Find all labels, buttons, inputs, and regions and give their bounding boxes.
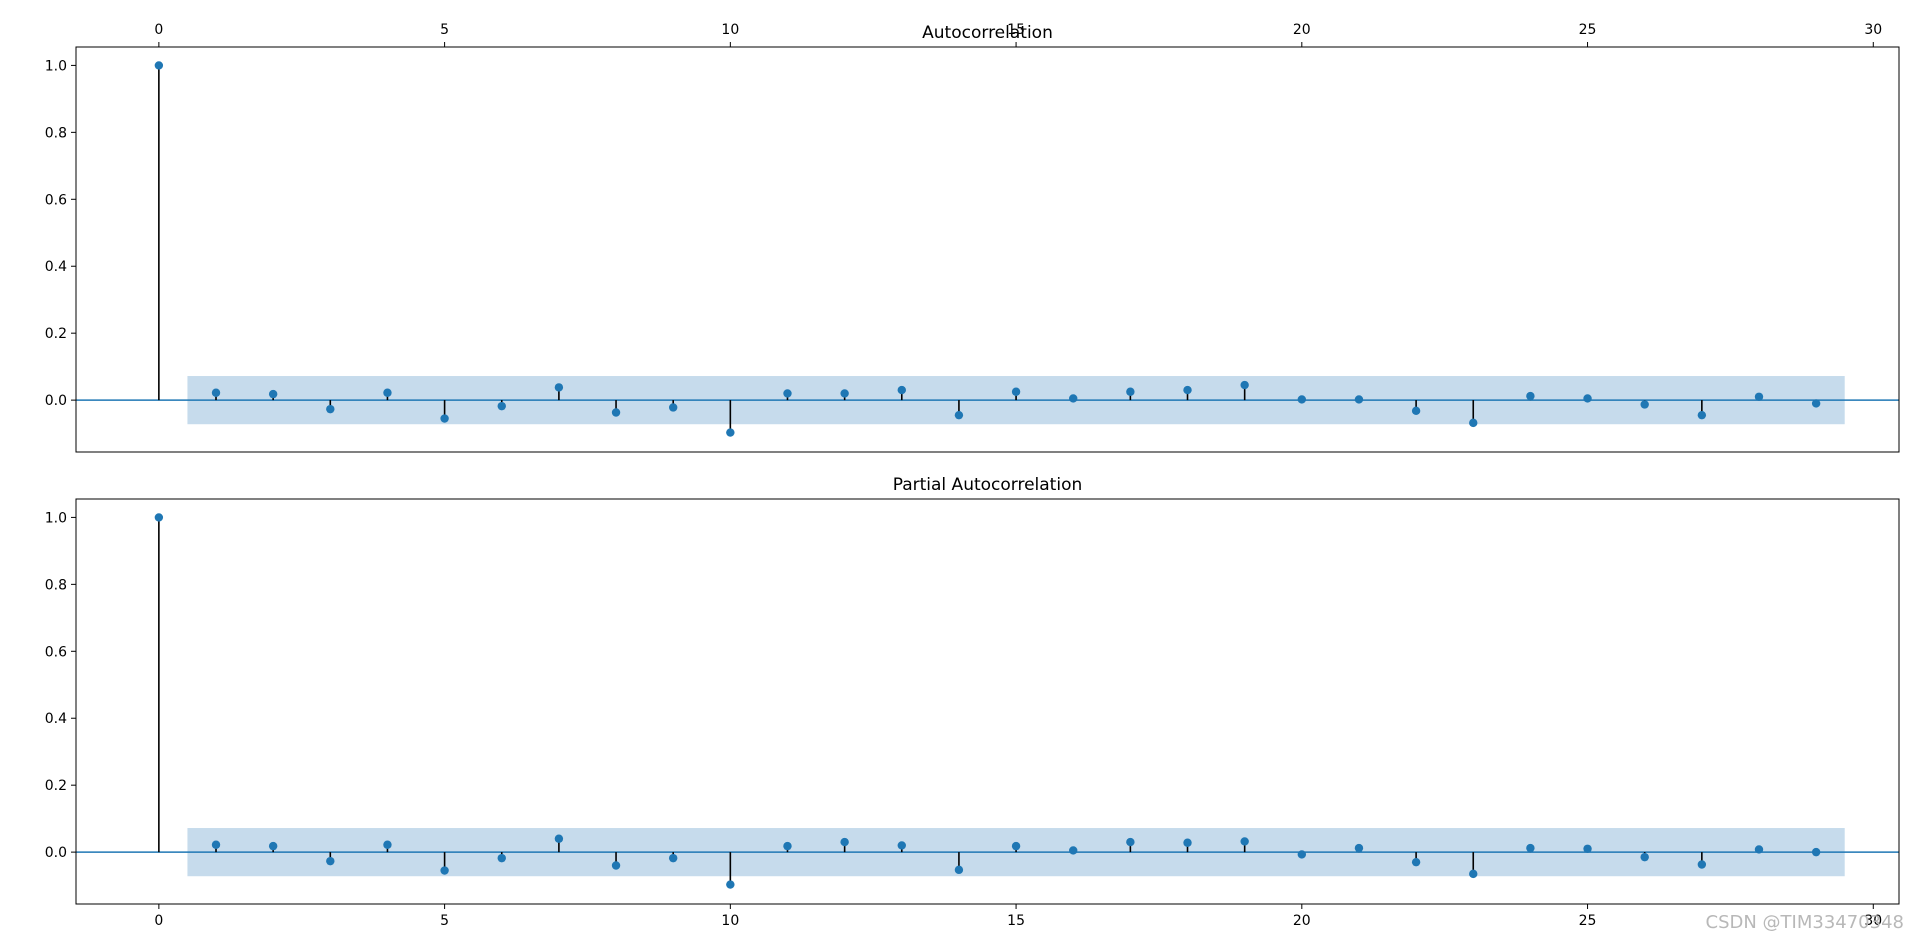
ytick-label: 1.0: [45, 510, 67, 526]
marker-lag-16: [1069, 846, 1078, 855]
chart-title: Partial Autocorrelation: [893, 475, 1083, 495]
ytick-label: 0.6: [45, 644, 67, 660]
marker-lag-25: [1583, 394, 1592, 403]
marker-lag-2: [268, 389, 278, 399]
ytick-label: 0.6: [45, 192, 67, 208]
ytick-label: 0.4: [45, 259, 67, 275]
marker-lag-6: [497, 401, 506, 411]
xtick-label: 20: [1293, 22, 1311, 38]
marker-lag-3: [326, 856, 335, 866]
marker-lag-26: [1640, 852, 1649, 862]
marker-lag-4: [383, 840, 392, 849]
marker-lag-11: [783, 841, 792, 851]
marker-lag-22: [1411, 406, 1421, 416]
marker-lag-7: [554, 834, 564, 843]
marker-lag-18: [1183, 385, 1192, 395]
chart-title: Autocorrelation: [922, 23, 1053, 43]
marker-lag-23: [1469, 869, 1478, 879]
xtick-label: 25: [1579, 913, 1597, 929]
marker-lag-5: [440, 414, 449, 423]
marker-lag-6: [497, 853, 506, 863]
marker-lag-27: [1697, 410, 1707, 420]
marker-lag-29: [1811, 847, 1821, 857]
marker-lag-19: [1240, 380, 1249, 390]
marker-lag-20: [1297, 850, 1307, 859]
marker-lag-2: [268, 841, 278, 851]
marker-lag-5: [440, 866, 449, 875]
marker-lag-10: [726, 880, 735, 889]
partial-autocorrelation-panel: 0.0 0.2 0.4 0.6 0.8 1.0 0 5 10 15 20 25 30 Partial Au…: [45, 475, 1900, 929]
marker-lag-14: [954, 410, 964, 420]
marker-lag-7: [554, 383, 564, 392]
marker-lag-17: [1126, 837, 1135, 847]
marker-lag-18: [1183, 838, 1192, 847]
marker-lag-22: [1411, 857, 1421, 867]
ytick-label: 0.2: [45, 778, 67, 794]
marker-lag-28: [1754, 392, 1764, 401]
xtick-label: 25: [1579, 22, 1597, 38]
xtick-label: 30: [1864, 913, 1882, 929]
marker-lag-28: [1754, 845, 1764, 854]
watermark: CSDN @TIM33470348: [1705, 912, 1905, 933]
marker-lag-17: [1126, 387, 1135, 396]
xtick-label: 0: [154, 22, 163, 38]
marker-lag-13: [897, 841, 906, 850]
marker-lag-4: [383, 388, 392, 397]
marker-lag-10: [726, 428, 735, 437]
marker-lag-1: [211, 840, 221, 849]
ytick-label: 0.0: [45, 393, 67, 409]
marker-lag-3: [326, 404, 335, 414]
marker-lag-21: [1354, 843, 1364, 853]
marker-lag-12: [840, 389, 849, 398]
marker-lag-9: [668, 853, 678, 863]
marker-lag-8: [611, 408, 621, 417]
ytick-label: 0.8: [45, 577, 67, 593]
marker-lag-1: [211, 388, 221, 397]
marker-lag-19: [1240, 837, 1249, 846]
marker-lag-27: [1697, 860, 1707, 869]
marker-lag-13: [897, 385, 906, 395]
marker-lag-24: [1526, 391, 1535, 401]
marker-lag-26: [1640, 400, 1649, 409]
marker-lag-29: [1811, 399, 1821, 408]
marker-lag-24: [1526, 843, 1535, 853]
marker-lag-0: [154, 513, 164, 522]
ytick-label: 0.0: [45, 845, 67, 861]
marker-lag-20: [1297, 395, 1307, 404]
marker-lag-23: [1469, 418, 1478, 428]
marker-lag-15: [1011, 387, 1021, 396]
ytick-label: 0.2: [45, 326, 67, 342]
marker-lag-12: [840, 837, 849, 847]
xtick-label: 15: [1007, 913, 1025, 929]
marker-lag-0: [154, 61, 164, 70]
xtick-label: 5: [440, 913, 449, 929]
xtick-label: 5: [440, 22, 449, 38]
marker-lag-21: [1354, 395, 1364, 404]
marker-lag-9: [668, 403, 678, 412]
xtick-label: 10: [721, 913, 739, 929]
marker-lag-8: [611, 861, 621, 870]
axes-frame: [75, 498, 1900, 905]
marker-lag-11: [783, 389, 792, 398]
ytick-label: 0.4: [45, 711, 67, 727]
xtick-label: 10: [721, 22, 739, 38]
xtick-label: 30: [1864, 22, 1882, 38]
axes-frame: [75, 46, 1900, 453]
ytick-label: 1.0: [45, 58, 67, 74]
ytick-label: 0.8: [45, 125, 67, 141]
marker-lag-16: [1069, 394, 1078, 403]
marker-lag-15: [1011, 841, 1021, 851]
marker-lag-14: [954, 865, 964, 875]
xtick-label: 15: [1007, 22, 1025, 38]
xtick-label: 20: [1293, 913, 1311, 929]
xtick-label: 0: [154, 913, 163, 929]
autocorrelation-panel: 0.0 0.2 0.4 0.6 0.8 1.0 0 5 10 15 20 25 30 Autocorrel…: [45, 22, 1900, 453]
marker-lag-25: [1583, 844, 1592, 853]
